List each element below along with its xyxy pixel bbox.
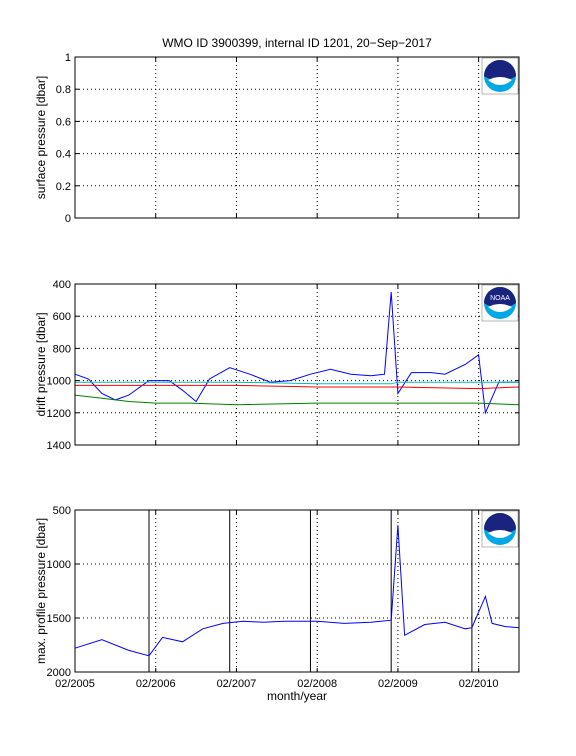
y-tick-label: 1000 (47, 559, 71, 571)
y-tick-label: 500 (53, 505, 71, 517)
x-axis-label: month/year (267, 689, 327, 703)
y-tick-label: 1000 (47, 376, 71, 388)
y-tick-label: 0.2 (56, 181, 71, 193)
x-tick-label: 02/2005 (55, 678, 95, 690)
noaa-logo-text: NOAA (490, 295, 510, 302)
plot-area (75, 57, 519, 218)
y-axis-label: drift pressure [dbar] (34, 312, 48, 416)
data-series-line (75, 384, 520, 390)
y-tick-label: 0 (65, 213, 71, 225)
axes-frame (74, 509, 520, 673)
y-tick-label: 0.8 (56, 84, 71, 96)
data-series-line (75, 381, 519, 385)
x-tick-label: 02/2006 (136, 678, 176, 690)
noaa-logo-icon: NOAA (481, 284, 519, 322)
x-tick-label: 02/2010 (459, 678, 499, 690)
y-tick-label: 2000 (47, 667, 71, 679)
noaa-logo-icon (481, 57, 519, 95)
data-series-line (74, 525, 520, 657)
plot-area (75, 510, 519, 672)
y-tick-label: 400 (53, 279, 71, 291)
noaa-logo-icon (481, 510, 519, 548)
x-tick-label: 02/2007 (217, 678, 257, 690)
y-tick-label: 1200 (47, 408, 71, 420)
y-tick-label: 1500 (47, 613, 71, 625)
surface-pressure-panel: 0 0.2 0.4 0.6 0.8 1 surface pressure [dbar] (34, 52, 520, 225)
figure-title: WMO ID 3900399, internal ID 1201, 20−Sep… (162, 36, 432, 50)
y-tick-label: 600 (53, 311, 71, 323)
axes-frame (74, 283, 520, 446)
y-tick-label: 1400 (47, 440, 71, 452)
y-tick-label: 0.4 (56, 149, 71, 161)
y-axis-label: max. profile pressure [dbar] (34, 518, 48, 664)
drift-pressure-panel: 400 600 800 1000 1200 1400 drift pressure [dba… (34, 279, 520, 452)
x-tick-label: 02/2008 (297, 678, 337, 690)
data-series-line (74, 394, 520, 406)
y-tick-label: 800 (53, 343, 71, 355)
axes-frame (74, 56, 520, 219)
x-tick-label: 02/2009 (378, 678, 418, 690)
plot-area (75, 284, 519, 445)
y-tick-label: 0.6 (56, 116, 71, 128)
y-tick-label: 1 (65, 52, 71, 64)
y-axis-label: surface pressure [dbar] (34, 76, 48, 199)
